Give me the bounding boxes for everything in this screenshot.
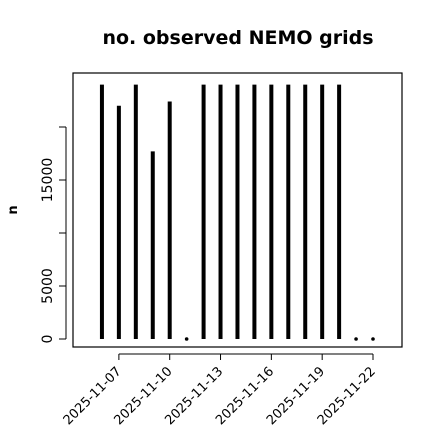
- y-tick-label-15000: 15000: [40, 158, 56, 203]
- bars-group: [99, 84, 375, 341]
- bar-2025-11-22: [371, 337, 375, 341]
- plot-frame: [72, 72, 403, 348]
- chart-title: no. observed NEMO grids: [102, 27, 373, 49]
- x-axis: 2025-11-072025-11-102025-11-132025-11-16…: [61, 353, 379, 428]
- y-axis-label: n: [6, 205, 21, 214]
- y-axis: 0 5000 15000: [40, 126, 67, 344]
- bar-2025-11-21: [354, 337, 358, 341]
- y-tick-label-0: 0: [40, 335, 56, 344]
- y-tick-label-5000: 5000: [40, 268, 56, 304]
- bar-2025-11-11: [184, 337, 189, 341]
